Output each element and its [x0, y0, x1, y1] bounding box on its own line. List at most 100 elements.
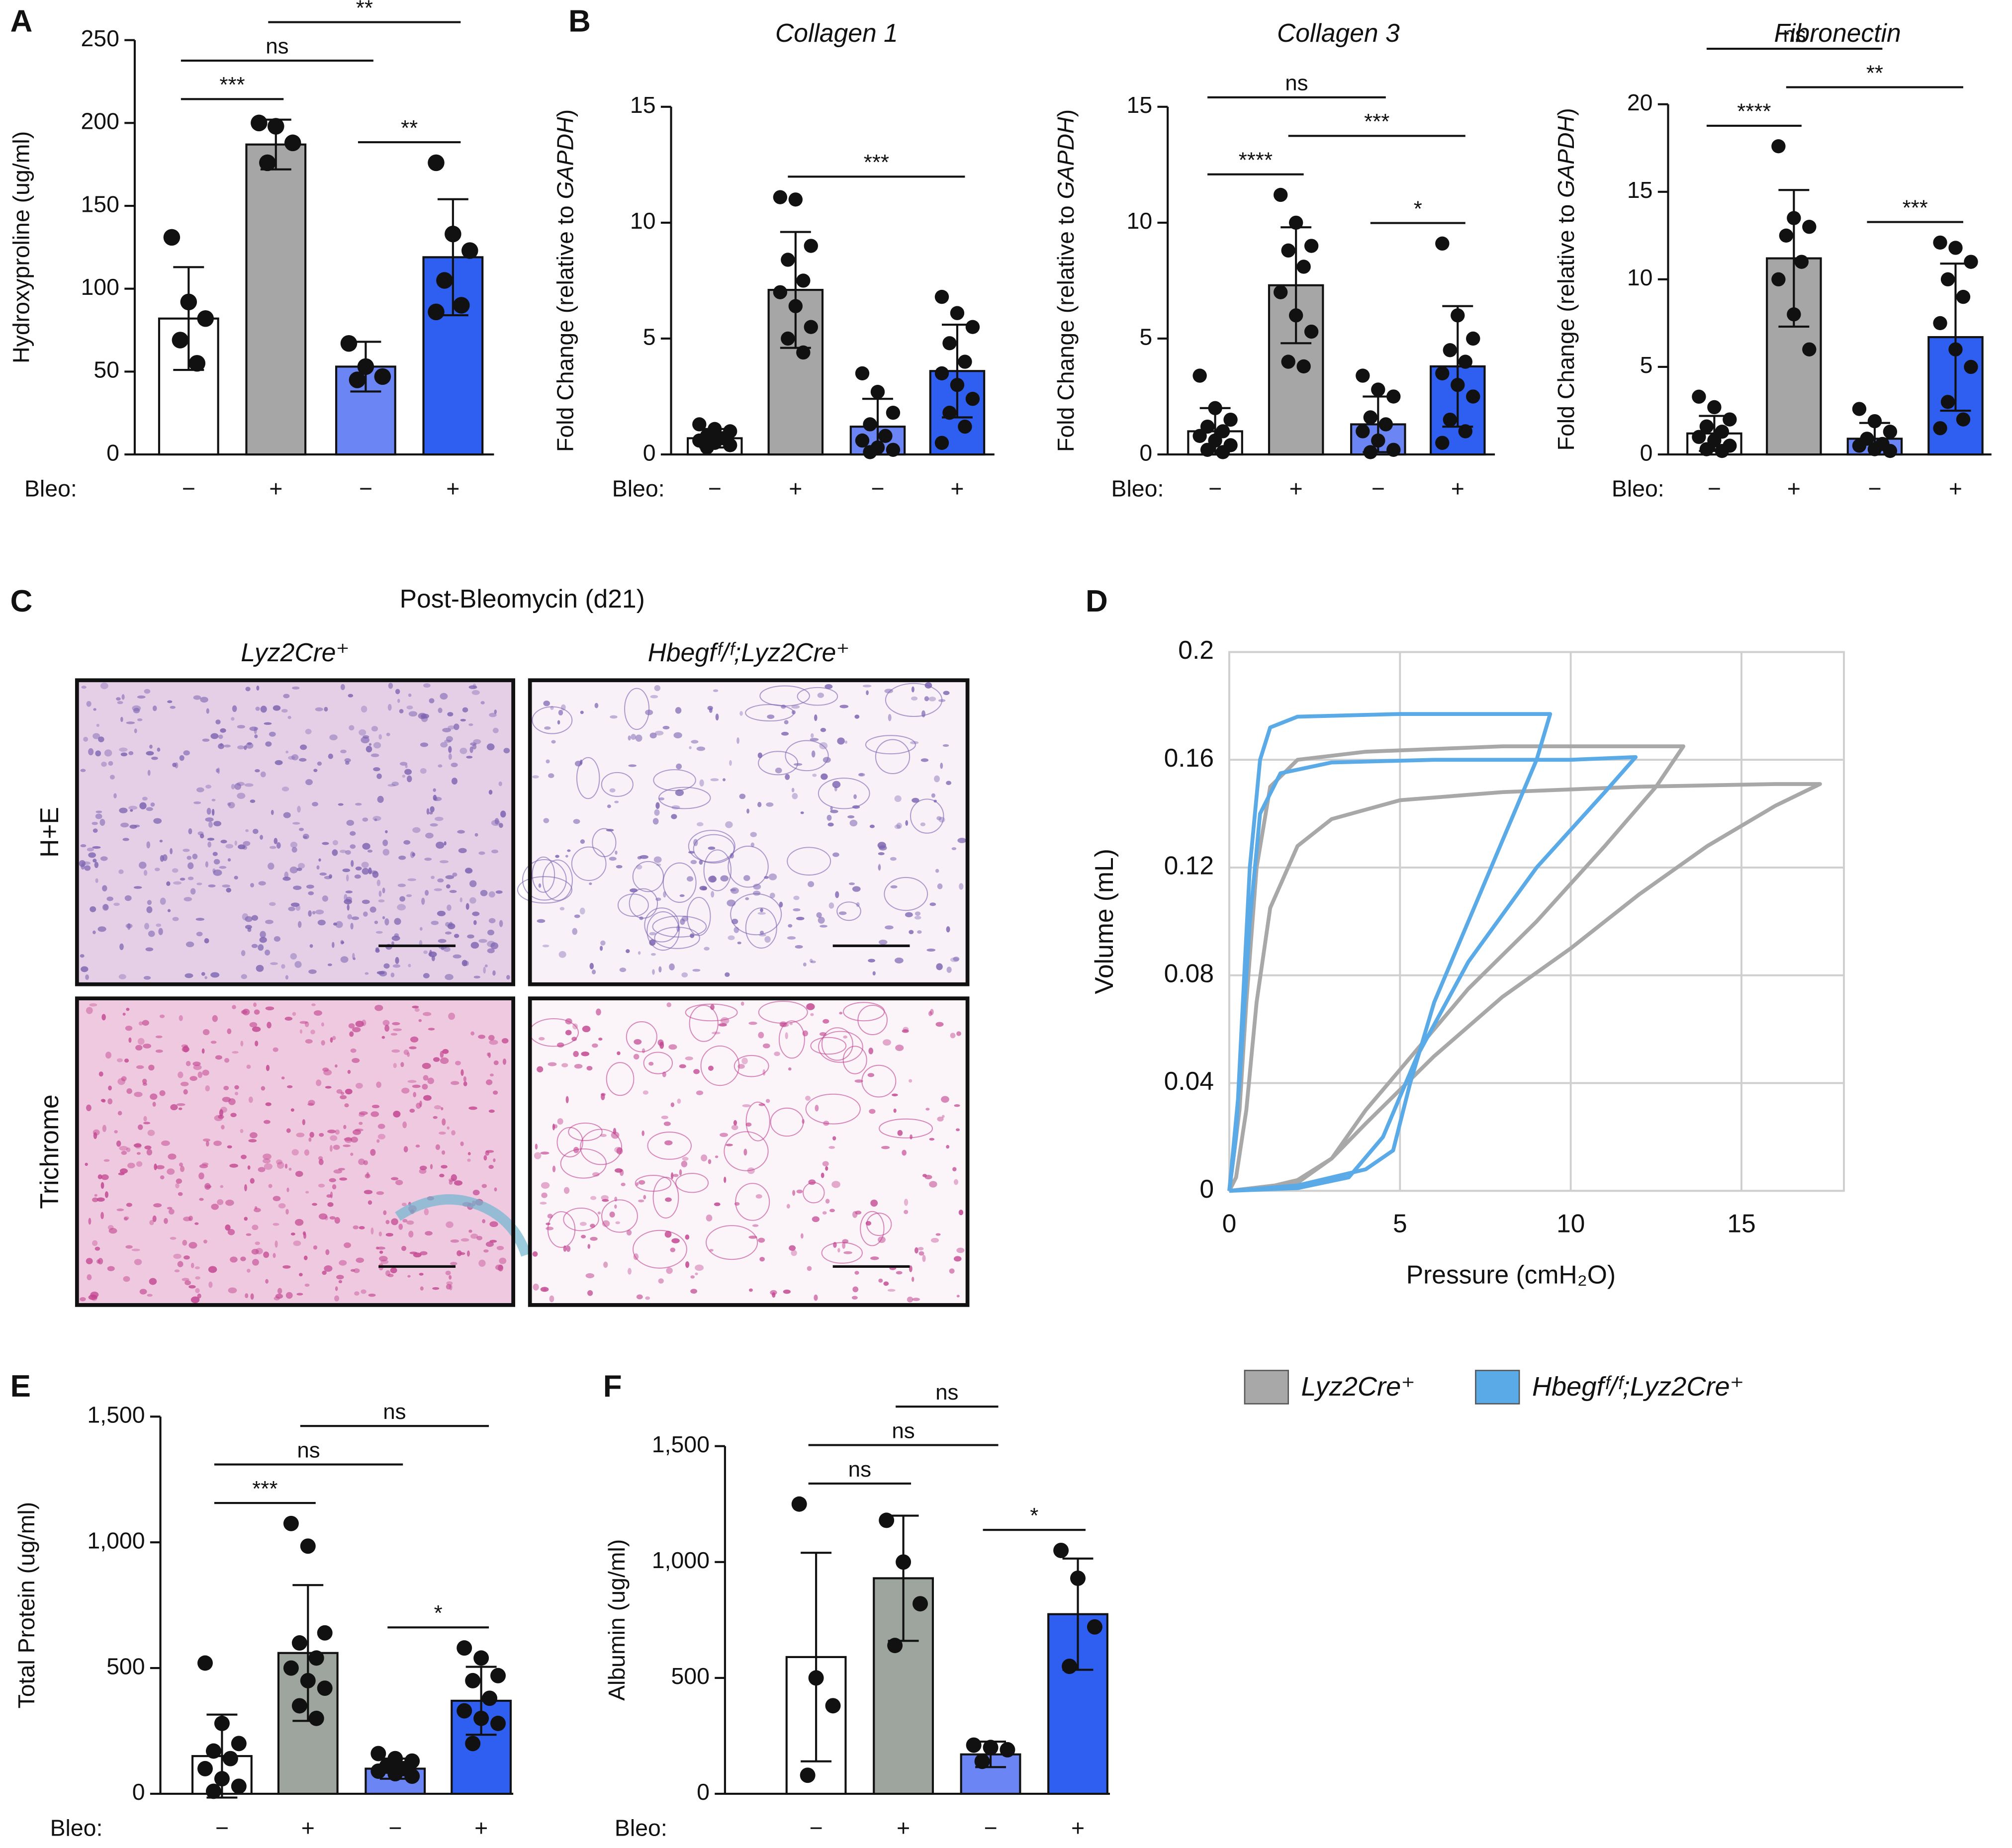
image-texture: [206, 807, 211, 815]
image-texture: [238, 844, 246, 850]
alveolus: [805, 1093, 861, 1125]
data-point: [1200, 419, 1215, 434]
image-texture: [668, 1044, 677, 1050]
image-texture: [478, 1035, 486, 1039]
image-texture: [167, 1207, 173, 1210]
image-texture: [388, 683, 393, 689]
image-texture: [399, 762, 408, 766]
image-texture: [955, 1128, 960, 1132]
image-texture: [97, 926, 106, 932]
image-texture: [339, 1260, 347, 1266]
image-texture: [768, 873, 777, 880]
image-texture: [710, 778, 719, 782]
image-texture: [414, 1008, 420, 1012]
image-texture: [108, 761, 113, 766]
image-texture: [403, 840, 411, 845]
image-texture: [158, 928, 163, 935]
image-texture: [284, 1163, 288, 1169]
image-texture: [445, 1270, 451, 1276]
data-point: [1723, 412, 1737, 427]
image-texture: [308, 969, 317, 974]
image-texture: [795, 945, 803, 949]
image-texture: [217, 767, 220, 774]
image-texture: [376, 971, 385, 974]
image-texture: [904, 1210, 909, 1215]
image-texture: [839, 704, 849, 708]
image-texture: [399, 896, 405, 902]
data-point: [188, 354, 206, 372]
image-texture: [359, 1113, 365, 1117]
data-point: [855, 366, 870, 381]
image-texture: [119, 807, 128, 813]
image-texture: [615, 850, 618, 855]
data-point: [855, 433, 870, 448]
image-texture: [367, 1200, 372, 1205]
image-texture: [146, 751, 154, 756]
image-texture: [173, 881, 182, 885]
image-texture: [745, 1122, 752, 1127]
image-texture: [811, 750, 816, 758]
significance-label: ***: [252, 1477, 277, 1501]
image-texture: [793, 895, 800, 900]
image-texture: [866, 690, 869, 696]
data-point: [197, 310, 214, 327]
image-texture: [812, 774, 817, 777]
image-texture: [334, 1217, 340, 1224]
image-texture: [885, 925, 894, 930]
image-texture: [378, 899, 385, 903]
image-texture: [252, 1225, 259, 1231]
image-texture: [485, 1241, 494, 1247]
x-tick-label: −: [871, 476, 884, 502]
image-texture: [821, 773, 828, 780]
data-point: [1458, 424, 1472, 439]
image-texture: [723, 778, 726, 782]
image-texture: [432, 1287, 440, 1290]
image-texture: [183, 1089, 188, 1095]
image-texture: [345, 890, 353, 893]
image-texture: [118, 974, 126, 979]
image-texture: [409, 1109, 415, 1113]
image-texture: [368, 1293, 376, 1297]
image-texture: [670, 1102, 675, 1107]
data-point: [692, 417, 707, 432]
image-texture: [317, 919, 326, 926]
image-texture: [628, 735, 631, 741]
data-point: [965, 320, 980, 334]
image-texture: [193, 1064, 202, 1070]
x-axis-label: Bleo:: [24, 476, 77, 502]
column-label: Hbegfᶠ/ᶠ;Lyz2Cre⁺: [648, 638, 850, 667]
data-point: [934, 289, 949, 304]
data-point: [231, 1778, 247, 1794]
image-texture: [377, 1246, 385, 1250]
data-point: [300, 1672, 316, 1688]
data-point: [1964, 255, 1978, 269]
image-texture: [220, 840, 227, 844]
y-tick-label: 5: [643, 324, 656, 350]
image-texture: [232, 1005, 236, 1009]
image-texture: [752, 1224, 759, 1227]
image-texture: [690, 1275, 695, 1279]
image-texture: [894, 957, 904, 964]
image-texture: [641, 1130, 644, 1136]
image-texture: [438, 707, 443, 713]
image-texture: [343, 1144, 351, 1147]
image-texture: [213, 1141, 222, 1146]
image-texture: [603, 1261, 608, 1268]
image-texture: [450, 1262, 457, 1265]
image-texture: [492, 727, 499, 733]
image-texture: [607, 804, 611, 808]
image-texture: [488, 891, 495, 898]
image-texture: [328, 753, 333, 759]
image-texture: [221, 1125, 225, 1130]
image-texture: [792, 793, 798, 799]
image-texture: [374, 920, 378, 924]
image-texture: [345, 1088, 353, 1095]
image-texture: [142, 1078, 147, 1084]
image-texture: [259, 937, 267, 943]
image-texture: [455, 1060, 461, 1065]
pv-loop: [1227, 744, 1822, 1193]
image-texture: [100, 856, 108, 861]
image-texture: [219, 866, 227, 869]
image-texture: [155, 1035, 163, 1039]
image-texture: [292, 822, 300, 825]
